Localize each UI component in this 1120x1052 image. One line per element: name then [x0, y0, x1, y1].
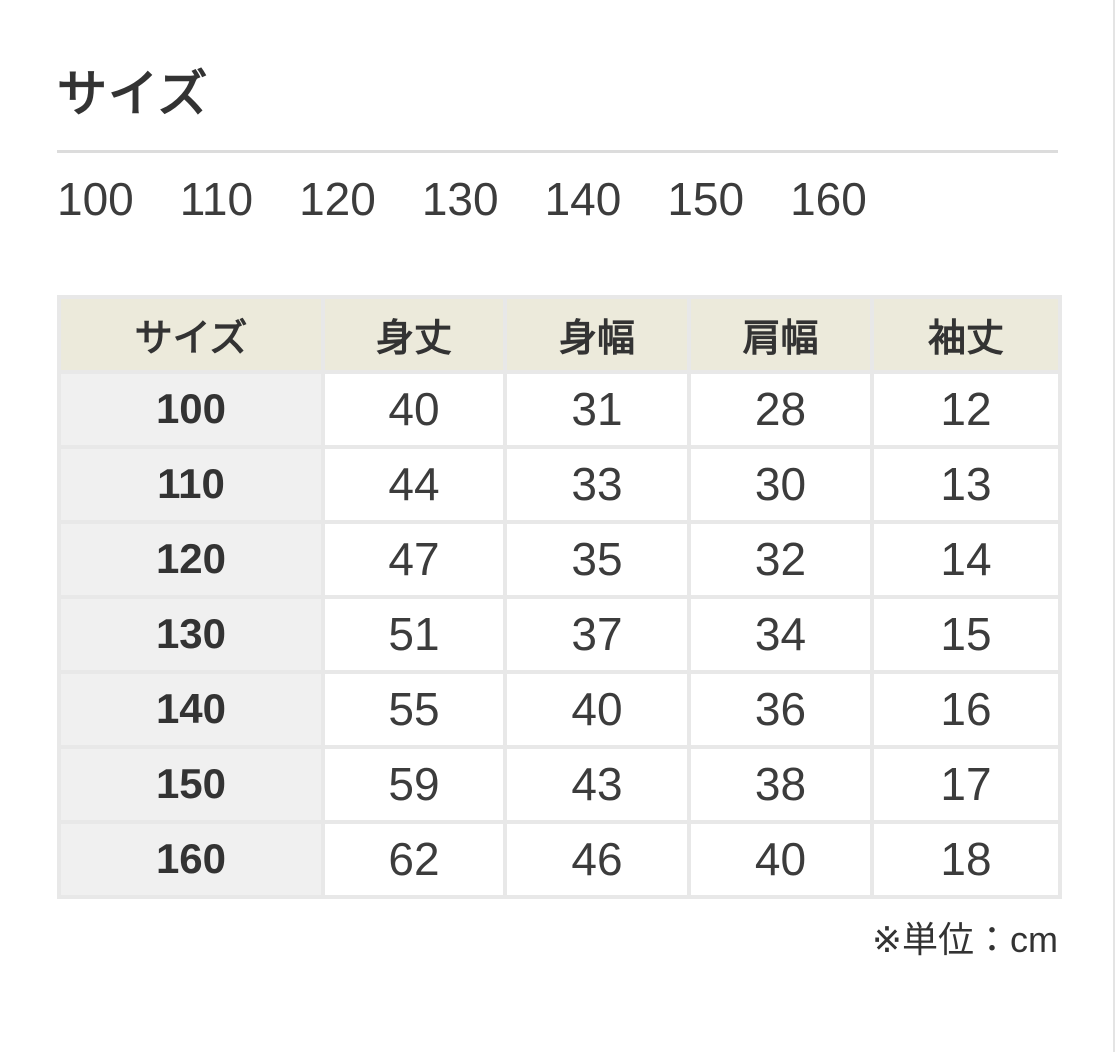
size-option-130[interactable]: 130 [421, 173, 499, 225]
cell-sleeve-length: 16 [870, 669, 1062, 749]
cell-body-width: 35 [503, 519, 691, 599]
cell-body-width: 43 [503, 744, 691, 824]
cell-shoulder-width: 40 [687, 819, 874, 899]
header-cell-body-width: 身幅 [503, 294, 691, 374]
size-option-110[interactable]: 110 [179, 173, 254, 225]
size-option-120[interactable]: 120 [299, 173, 376, 225]
row-size-label: 160 [57, 819, 325, 899]
size-option-140[interactable]: 140 [544, 173, 622, 225]
page-edge-divider [1113, 0, 1115, 1052]
unit-note: ※単位：cm [871, 918, 1058, 960]
row-size-label: 150 [57, 744, 325, 824]
cell-shoulder-width: 28 [687, 369, 874, 449]
cell-shoulder-width: 32 [687, 519, 874, 599]
cell-body-width: 33 [503, 444, 691, 524]
header-cell-body-length: 身丈 [321, 294, 507, 374]
row-size-label: 120 [57, 519, 325, 599]
table-row: 100 40 31 28 12 [57, 369, 1062, 449]
table-row: 130 51 37 34 15 [57, 594, 1062, 674]
table-row: 120 47 35 32 14 [57, 519, 1062, 599]
cell-sleeve-length: 12 [870, 369, 1062, 449]
title-divider [57, 150, 1058, 153]
table-row: 140 55 40 36 16 [57, 669, 1062, 749]
table-row: 160 62 46 40 18 [57, 819, 1062, 899]
row-size-label: 100 [57, 369, 325, 449]
row-size-label: 140 [57, 669, 325, 749]
cell-body-length: 40 [321, 369, 507, 449]
cell-shoulder-width: 34 [687, 594, 874, 674]
cell-sleeve-length: 18 [870, 819, 1062, 899]
row-size-label: 110 [57, 444, 325, 524]
cell-sleeve-length: 17 [870, 744, 1062, 824]
cell-shoulder-width: 30 [687, 444, 874, 524]
cell-body-width: 40 [503, 669, 691, 749]
size-spec-table: サイズ 身丈 身幅 肩幅 袖丈 100 40 31 28 12 110 44 [57, 294, 1062, 899]
header-cell-size: サイズ [57, 294, 325, 374]
cell-body-length: 62 [321, 819, 507, 899]
cell-body-width: 37 [503, 594, 691, 674]
cell-sleeve-length: 13 [870, 444, 1062, 524]
size-option-list: 100 110 120 130 140 150 160 [57, 174, 1058, 225]
size-option-100[interactable]: 100 [57, 173, 134, 225]
cell-body-length: 44 [321, 444, 507, 524]
cell-body-length: 55 [321, 669, 507, 749]
cell-shoulder-width: 38 [687, 744, 874, 824]
cell-body-length: 51 [321, 594, 507, 674]
table-header-row: サイズ 身丈 身幅 肩幅 袖丈 [57, 294, 1062, 374]
size-section: サイズ 100 110 120 130 140 150 160 サイズ 身丈 身… [57, 0, 1062, 963]
cell-body-width: 31 [503, 369, 691, 449]
header-cell-sleeve-length: 袖丈 [870, 294, 1062, 374]
size-option-150[interactable]: 150 [667, 173, 745, 225]
cell-body-length: 59 [321, 744, 507, 824]
size-option-160[interactable]: 160 [790, 173, 867, 225]
header-cell-shoulder-width: 肩幅 [687, 294, 874, 374]
page-title: サイズ [57, 66, 209, 122]
row-size-label: 130 [57, 594, 325, 674]
cell-body-length: 47 [321, 519, 507, 599]
cell-sleeve-length: 15 [870, 594, 1062, 674]
cell-body-width: 46 [503, 819, 691, 899]
table-row: 150 59 43 38 17 [57, 744, 1062, 824]
cell-sleeve-length: 14 [870, 519, 1062, 599]
table-row: 110 44 33 30 13 [57, 444, 1062, 524]
cell-shoulder-width: 36 [687, 669, 874, 749]
